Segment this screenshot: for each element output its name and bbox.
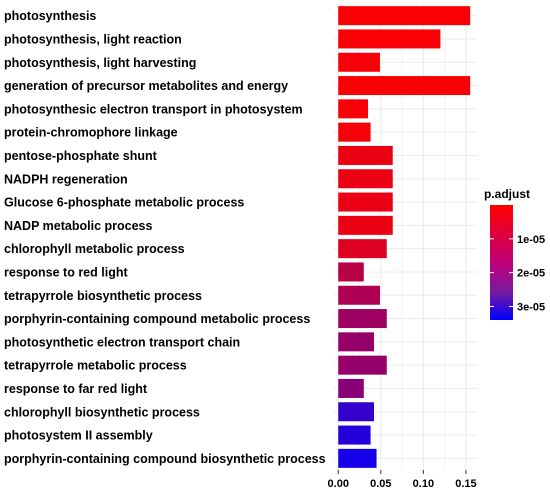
bar (338, 192, 393, 212)
x-tick-label: 0.05 (370, 478, 391, 490)
bar (338, 262, 364, 282)
bar (338, 76, 471, 96)
plot-panel (334, 4, 477, 470)
legend-tick-label: 1e-05 (517, 234, 545, 246)
category-label: protein-chromophore linkage (4, 126, 178, 140)
category-label: chlorophyll biosynthetic process (4, 405, 200, 419)
legend-colorbar (490, 205, 513, 320)
category-label: porphyrin-containing compound biosynthet… (4, 452, 326, 466)
bar (338, 215, 393, 235)
category-label: NADPH regeneration (4, 172, 128, 186)
bar (338, 239, 387, 259)
color-legend: p.adjust 1e-05 2e-05 3e-05 (484, 187, 545, 320)
bar (338, 332, 375, 352)
category-label: tetrapyrrole metabolic process (4, 359, 187, 373)
bar (338, 145, 393, 165)
category-label: NADP metabolic process (4, 219, 152, 233)
category-label: photosynthesis (4, 9, 96, 23)
category-label: photosynthetic electron transport chain (4, 335, 240, 349)
category-label: response to red light (4, 265, 128, 279)
category-label: tetrapyrrole biosynthetic process (4, 289, 202, 303)
bar (338, 309, 387, 329)
category-label: response to far red light (4, 382, 148, 396)
x-tick-label: 0.15 (455, 478, 476, 490)
category-label: generation of precursor metabolites and … (4, 79, 288, 93)
category-label: porphyrin-containing compound metabolic … (4, 312, 310, 326)
category-label: chlorophyll metabolic process (4, 242, 185, 256)
bar (338, 448, 377, 468)
category-label: photosynthesis, light harvesting (4, 56, 196, 70)
bar (338, 355, 387, 375)
bar-series (338, 6, 471, 468)
category-label: photosystem II assembly (4, 429, 153, 443)
category-label: pentose-phosphate shunt (4, 149, 158, 163)
x-tick-label: 0.00 (328, 478, 349, 490)
bar (338, 169, 393, 189)
bar (338, 378, 364, 398)
bar (338, 99, 369, 119)
x-tick-label: 0.10 (413, 478, 434, 490)
legend-tick-label: 2e-05 (517, 268, 545, 280)
bar (338, 6, 471, 26)
category-label: photosynthesis, light reaction (4, 32, 182, 46)
category-label: Glucose 6-phosphate metabolic process (4, 196, 244, 210)
legend-tick-label: 3e-05 (517, 301, 545, 313)
category-label: photosynthesic electron transport in pho… (4, 102, 303, 116)
bar (338, 285, 380, 305)
bar (338, 402, 375, 422)
legend-title: p.adjust (484, 187, 530, 201)
bar (338, 52, 380, 72)
category-labels: photosynthesis photosynthesis, light reac… (4, 9, 326, 466)
bar (338, 122, 371, 142)
bar (338, 425, 371, 445)
bar (338, 29, 441, 49)
x-axis-ticks: 0.00 0.05 0.10 0.15 (328, 470, 477, 490)
legend-ticks: 1e-05 2e-05 3e-05 (490, 234, 545, 313)
